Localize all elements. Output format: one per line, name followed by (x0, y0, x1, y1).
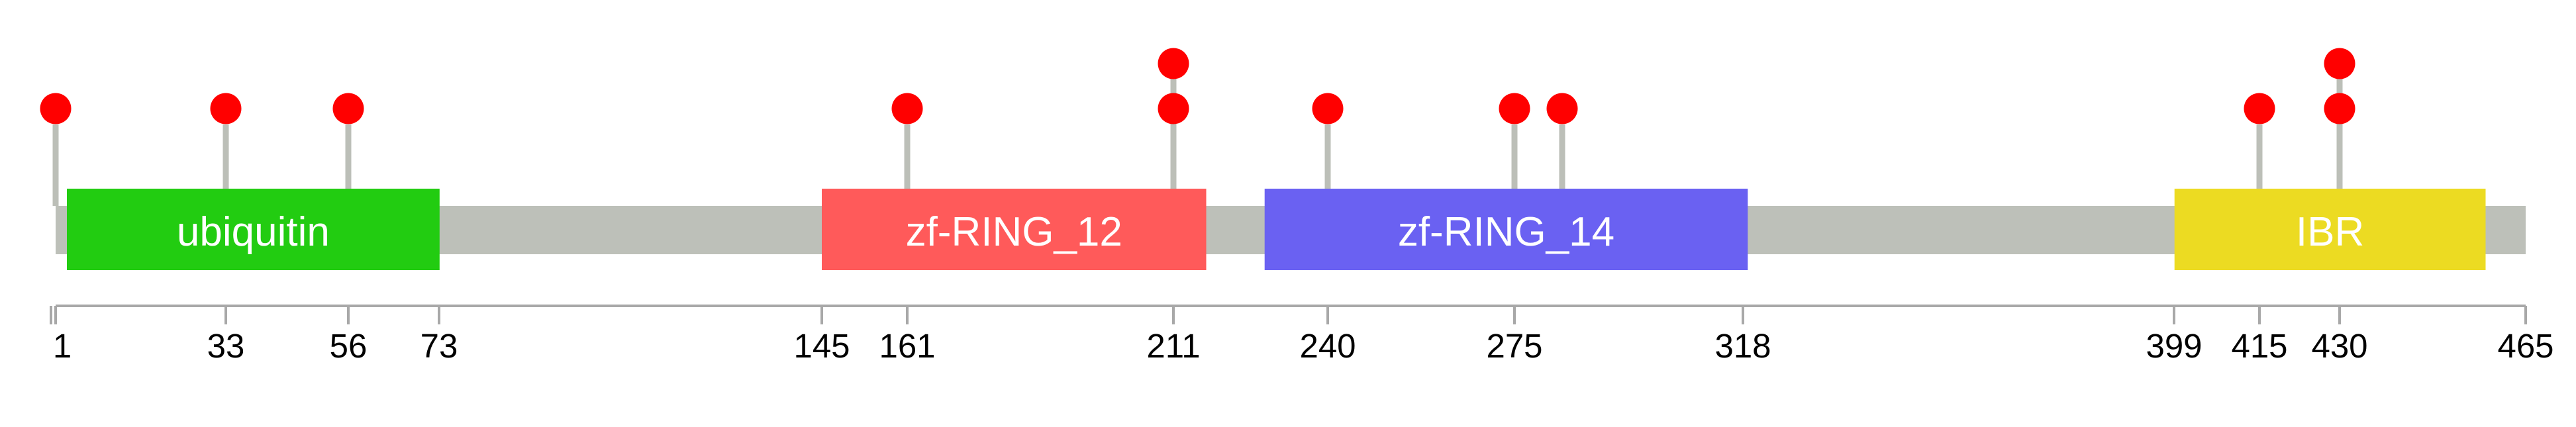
svg-text:33: 33 (207, 327, 245, 365)
svg-text:318: 318 (1714, 327, 1771, 365)
svg-text:211: 211 (1146, 327, 1200, 365)
svg-text:1: 1 (53, 327, 72, 365)
svg-text:IBR: IBR (2296, 209, 2364, 255)
svg-text:73: 73 (421, 327, 458, 365)
svg-text:399: 399 (2146, 327, 2202, 365)
svg-text:56: 56 (330, 327, 368, 365)
svg-text:465: 465 (2497, 327, 2553, 365)
svg-text:415: 415 (2231, 327, 2287, 365)
svg-text:ubiquitin: ubiquitin (177, 209, 330, 255)
svg-text:161: 161 (879, 327, 935, 365)
svg-text:430: 430 (2311, 327, 2367, 365)
svg-text:240: 240 (1299, 327, 1356, 365)
svg-text:zf-RING_14: zf-RING_14 (1398, 209, 1614, 255)
svg-text:145: 145 (793, 327, 850, 365)
svg-text:zf-RING_12: zf-RING_12 (906, 209, 1122, 255)
svg-text:275: 275 (1486, 327, 1542, 365)
